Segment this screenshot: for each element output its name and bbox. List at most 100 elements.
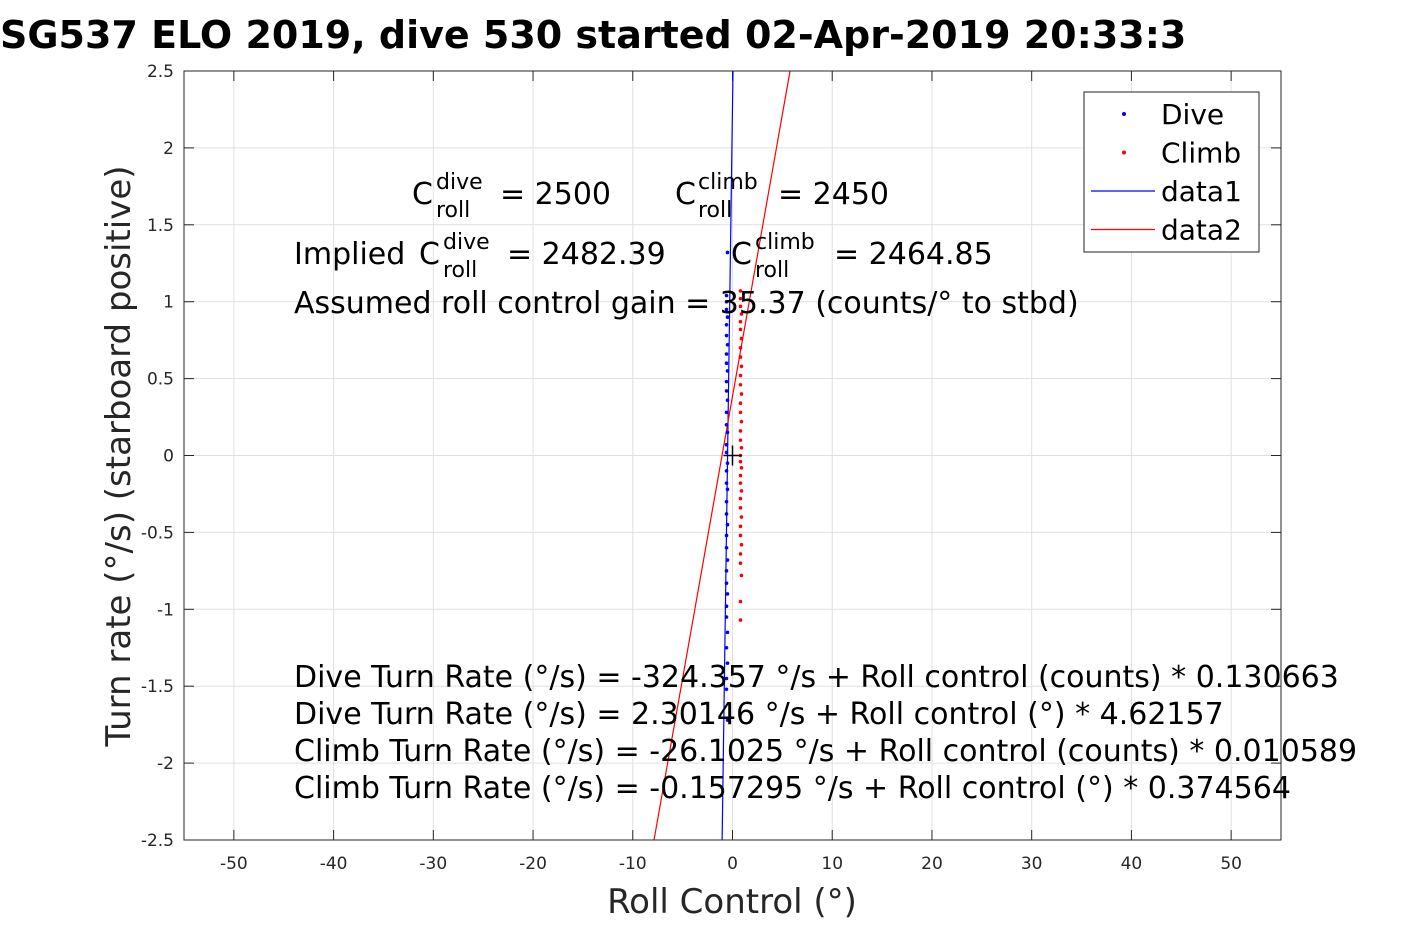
c-roll-dive-sub: roll — [436, 198, 470, 223]
dive-point — [725, 630, 730, 635]
y-tick-label: 0.5 — [147, 370, 174, 390]
equation-3: Climb Turn Rate (°/s) = -26.1025 °/s + R… — [294, 734, 1357, 769]
c-roll-dive-base: C — [412, 177, 433, 212]
climb-point — [738, 319, 743, 324]
equation-1: Dive Turn Rate (°/s) = -324.357 °/s + Ro… — [294, 660, 1339, 695]
dive-point — [725, 718, 730, 722]
x-tick-label: 30 — [1021, 854, 1043, 874]
climb-point — [739, 489, 744, 493]
y-tick-label: 1.5 — [147, 216, 174, 236]
climb-point — [739, 364, 744, 369]
climb-point — [738, 346, 743, 350]
y-tick-label: 0 — [163, 447, 174, 467]
dive-point — [724, 569, 729, 573]
x-tick-label: -40 — [320, 854, 348, 874]
x-tick-labels: -50 -40 -30 -20 -10 0 10 20 30 40 50 — [220, 854, 1242, 874]
climb-point — [739, 573, 744, 578]
dive-point — [724, 389, 729, 393]
dive-point — [724, 422, 729, 427]
climb-point — [738, 496, 743, 501]
dive-point — [724, 352, 729, 356]
legend: Dive Climb data1 data2 — [1083, 91, 1260, 253]
dive-point — [725, 430, 730, 435]
y-tick-label: 2.5 — [147, 62, 174, 82]
x-tick-label: -10 — [619, 854, 647, 874]
equation-2: Dive Turn Rate (°/s) = 2.30146 °/s + Rol… — [294, 697, 1224, 732]
dive-point — [724, 410, 729, 415]
plot-frame — [183, 70, 1282, 841]
coefficient-line-2: Implied C dive roll = 2482.39 C climb ro… — [294, 230, 993, 283]
y-tick-label: -0.5 — [141, 523, 174, 543]
equation-4: Climb Turn Rate (°/s) = -0.157295 °/s + … — [294, 771, 1291, 806]
climb-point — [738, 561, 743, 565]
c-roll-climb-value: = 2450 — [778, 177, 889, 212]
climb-point — [738, 304, 743, 309]
dive-point — [724, 676, 729, 681]
dive-point — [724, 333, 729, 338]
implied-dive-value: = 2482.39 — [507, 237, 666, 272]
legend-items: Dive Climb data1 data2 — [1091, 98, 1242, 247]
climb-point — [739, 466, 744, 470]
c-roll-climb-base: C — [675, 177, 696, 212]
implied-prefix: Implied — [294, 237, 405, 272]
dive-point — [724, 322, 729, 327]
implied-climb-base: C — [731, 237, 752, 272]
implied-dive-base: C — [419, 237, 440, 272]
x-tick-label: 10 — [821, 854, 843, 874]
x-tick-label: -30 — [419, 854, 447, 874]
climb-point — [739, 312, 744, 316]
x-tick-label: -20 — [519, 854, 547, 874]
climb-point — [738, 429, 743, 433]
implied-climb-sup: climb — [755, 230, 815, 255]
legend-marker-climb — [1122, 150, 1126, 155]
x-axis-label: Roll Control (°) — [607, 882, 857, 922]
climb-point — [738, 505, 743, 510]
origin-crosshair — [723, 445, 742, 466]
legend-label-data2: data2 — [1161, 214, 1242, 247]
y-tick-label: -1 — [157, 600, 174, 620]
dive-point — [724, 469, 729, 473]
y-tick-labels: -2.5 -2 -1.5 -1 -0.5 0 0.5 1 1.5 2 2.5 — [141, 62, 174, 851]
dive-point — [725, 558, 730, 562]
implied-dive-sub: roll — [443, 258, 477, 283]
dive-point — [725, 398, 730, 402]
dive-point — [725, 461, 730, 465]
climb-point — [738, 401, 743, 406]
climb-point — [738, 481, 743, 485]
climb-point — [739, 515, 744, 519]
coefficient-line-1: C dive roll = 2500 C climb roll = 2450 — [412, 170, 889, 223]
implied-climb-sub: roll — [755, 258, 789, 283]
dive-point — [725, 592, 730, 596]
dive-point — [724, 499, 729, 504]
climb-point — [738, 296, 743, 301]
climb-point — [738, 533, 743, 538]
data-points — [724, 250, 744, 722]
dive-point — [725, 342, 730, 347]
legend-label-dive: Dive — [1161, 98, 1224, 131]
c-roll-climb-sub: roll — [698, 198, 732, 223]
implied-climb-value: = 2464.85 — [834, 237, 993, 272]
dive-point — [724, 512, 729, 516]
legend-label-data1: data1 — [1161, 175, 1242, 208]
dive-point — [724, 545, 729, 550]
climb-point — [738, 438, 743, 442]
dive-point — [725, 522, 730, 527]
c-roll-climb-sup: climb — [698, 170, 758, 195]
implied-dive-sup: dive — [443, 230, 490, 255]
climb-point — [739, 336, 744, 341]
dive-point — [724, 604, 729, 609]
climb-point — [739, 392, 744, 396]
y-tick-label: -2.5 — [141, 831, 174, 851]
climb-point — [739, 419, 744, 424]
climb-point — [738, 327, 743, 332]
x-tick-label: 20 — [921, 854, 943, 874]
climb-point — [738, 552, 743, 556]
dive-point — [725, 487, 730, 492]
x-tick-label: -50 — [220, 854, 248, 874]
dive-point — [724, 442, 729, 447]
dive-point — [724, 615, 729, 619]
climb-point — [738, 382, 743, 387]
dive-point — [724, 361, 729, 366]
climb-point — [738, 459, 743, 464]
climb-point — [739, 446, 744, 450]
